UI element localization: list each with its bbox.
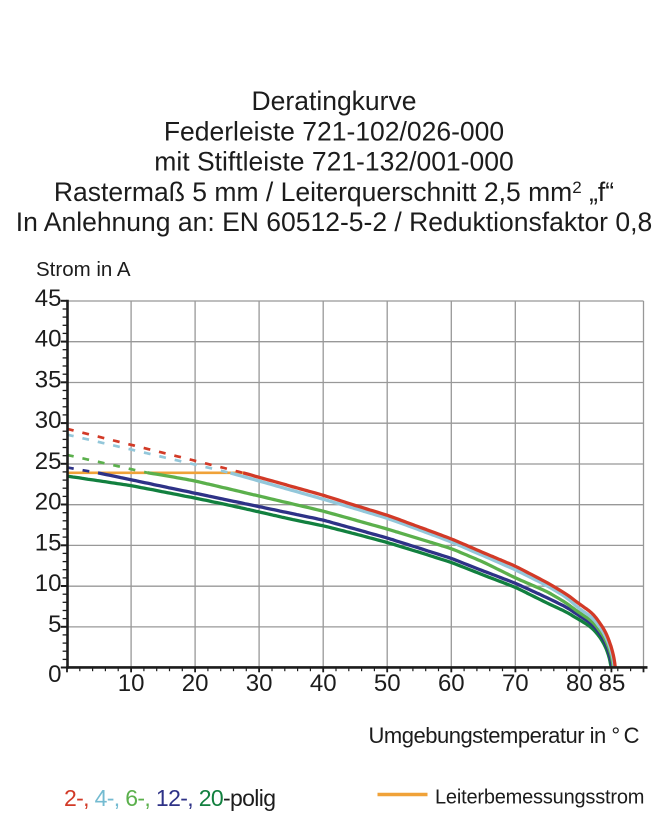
svg-text:15: 15: [35, 529, 62, 556]
svg-text:Federleiste 721-102/026-000: Federleiste 721-102/026-000: [164, 116, 504, 146]
svg-text:Deratingkurve: Deratingkurve: [252, 86, 417, 116]
svg-text:60: 60: [438, 670, 465, 697]
svg-text:50: 50: [374, 670, 401, 697]
svg-text:Strom in A: Strom in A: [36, 258, 131, 281]
svg-text:0: 0: [48, 661, 61, 688]
svg-text:10: 10: [35, 570, 62, 597]
svg-text:40: 40: [35, 326, 62, 353]
svg-text:30: 30: [35, 407, 62, 434]
svg-text:30: 30: [246, 670, 273, 697]
svg-text:mit Stiftleiste 721-132/001-00: mit Stiftleiste 721-132/001-000: [154, 147, 513, 177]
svg-text:2-, 4-, 6-, 12-, 20-polig: 2-, 4-, 6-, 12-, 20-polig: [64, 785, 275, 811]
svg-text:85: 85: [599, 670, 626, 697]
svg-text:20: 20: [35, 489, 62, 516]
svg-text:In Anlehnung an: EN 60512-5-2: In Anlehnung an: EN 60512-5-2 / Reduktio…: [16, 207, 652, 237]
svg-text:70: 70: [502, 670, 529, 697]
svg-text:25: 25: [35, 448, 62, 475]
svg-text:5: 5: [48, 611, 61, 638]
svg-text:Leiterbemessungsstrom: Leiterbemessungsstrom: [435, 787, 644, 809]
svg-text:Rastermaß 5 mm / Leiterquersch: Rastermaß 5 mm / Leiterquerschnitt 2,5 m…: [54, 177, 614, 207]
svg-text:Umgebungstemperatur in ° C: Umgebungstemperatur in ° C: [369, 723, 640, 748]
svg-text:80: 80: [566, 670, 593, 697]
svg-text:45: 45: [35, 285, 62, 312]
svg-text:20: 20: [182, 670, 209, 697]
svg-text:40: 40: [310, 670, 337, 697]
svg-text:10: 10: [118, 670, 145, 697]
svg-text:35: 35: [35, 366, 62, 393]
